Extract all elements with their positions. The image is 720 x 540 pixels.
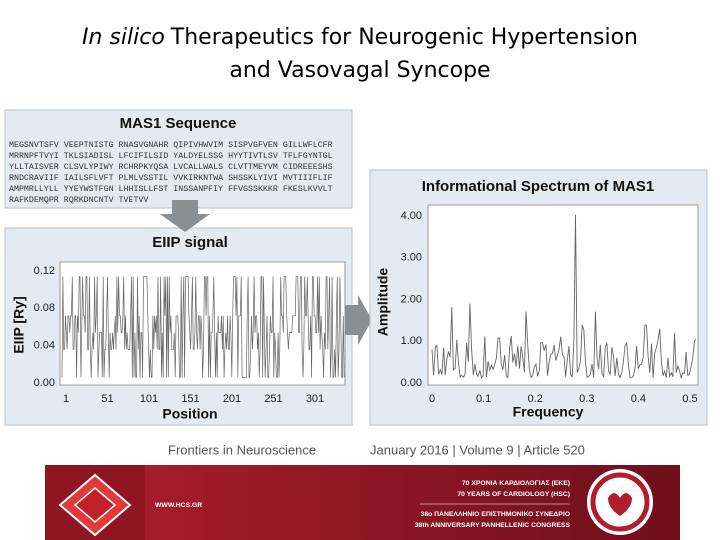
spectrum-x-tick-label: 0.1 (476, 393, 491, 405)
eiip-x-tick-label: 251 (264, 393, 282, 405)
footer-line4: 38th ANNIVERSARY PANHELLENIC CONGRESS (415, 522, 571, 529)
spectrum-y-label: Amplitude (375, 268, 391, 337)
arrow-down (160, 200, 210, 232)
slide-title: In silico Therapeutics for Neurogenic Hyp… (82, 25, 638, 50)
footer-seal-heart (608, 493, 632, 516)
slide-title-line2: and Vasovagal Syncope (229, 58, 490, 83)
eiip-title: EIIP signal (152, 234, 228, 251)
eiip-y-tick-label: 0.00 (34, 377, 55, 389)
sequence-line: RAFKDEMQPR RQRKDNCNTV TVETVV (9, 196, 148, 205)
citation-journal: Frontiers in Neuroscience (168, 442, 316, 457)
sequence-line: AMPMRLLYLL YYEYWSTFGN LHHISLLFST INSSANP… (9, 185, 333, 194)
sequence-line: MEGSNVTSFV VEEPTNISTG RNASVGNAHR QIPIVHW… (9, 141, 333, 150)
sequence-line: RNDCRAVIIF IAILSFLVFT PLMLVSSTIL VVKIRKN… (9, 174, 333, 183)
sequence-line: YLLTAISVER CLSVLYPIWY RCHRPKYQSA LVCALLW… (9, 163, 333, 172)
eiip-x-tick-label: 1 (63, 393, 69, 405)
eiip-x-tick-label: 201 (223, 393, 241, 405)
eiip-y-tick-label: 0.12 (34, 265, 55, 277)
eiip-x-tick-label: 101 (140, 393, 158, 405)
title-rest: Therapeutics for Neurogenic Hypertension (170, 25, 638, 50)
spectrum-x-tick-label: 0.2 (528, 393, 543, 405)
spectrum-y-tick-label: 4.00 (401, 210, 422, 222)
eiip-y-tick-label: 0.08 (34, 302, 55, 314)
footer-line1: 70 ΧΡΟΝΙΑ ΚΑΡΔΙΟΛΟΓΙΑΣ (ΕΚΕ) (462, 480, 570, 487)
arrow-right (345, 295, 372, 345)
footer-line3: 38ο ΠΑΝΕΛΛΗΝΙΟ ΕΠΙΣΤΗΜΟΝΙΚΟ ΣΥΝΕΔΡΙΟ (421, 511, 570, 518)
eiip-x-label: Position (162, 406, 217, 422)
spectrum-x-tick-label: 0.4 (631, 393, 646, 405)
spectrum-y-tick-label: 3.00 (401, 252, 422, 264)
footer-line2: 70 YEARS OF CARDIOLOGY (HSC) (457, 491, 570, 498)
spectrum-x-tick-label: 0 (429, 393, 435, 405)
sequence-line: MRRNPFTVYI TKLSIADISL LFCIFILSID YALDYEL… (9, 152, 333, 161)
footer-seal-ring (590, 472, 650, 532)
eiip-y-label: EIIP [Ry] (11, 296, 27, 353)
eiip-y-tick-label: 0.04 (34, 340, 55, 352)
eiip-x-tick-label: 51 (101, 393, 113, 405)
footer-banner (45, 465, 680, 540)
spectrum-title: Informational Spectrum of MAS1 (422, 178, 655, 195)
footer-logo-inner (73, 487, 117, 523)
spectrum-x-tick-label: 0.5 (682, 393, 697, 405)
footer-url: WWW.HCS.GR (155, 502, 202, 509)
sequence-panel (4, 109, 353, 209)
title-italic: In silico (82, 25, 165, 50)
spectrum-y-tick-label: 1.00 (401, 335, 422, 347)
eiip-x-tick-label: 151 (181, 393, 199, 405)
spectrum-x-tick-label: 0.3 (579, 393, 594, 405)
eiip-x-tick-label: 301 (306, 393, 324, 405)
eiip-trace (61, 276, 345, 378)
spectrum-trace (431, 214, 697, 380)
spectrum-y-tick-label: 2.00 (401, 293, 422, 305)
spectrum-y-tick-label: 0.00 (401, 377, 422, 389)
sequence-title: MAS1 Sequence (120, 115, 237, 132)
citation-issue: January 2016 | Volume 9 | Article 520 (370, 442, 585, 457)
spectrum-x-label: Frequency (513, 404, 584, 420)
sequence-lines: MEGSNVTSFV VEEPTNISTG RNASVGNAHR QIPIVHW… (9, 141, 333, 205)
